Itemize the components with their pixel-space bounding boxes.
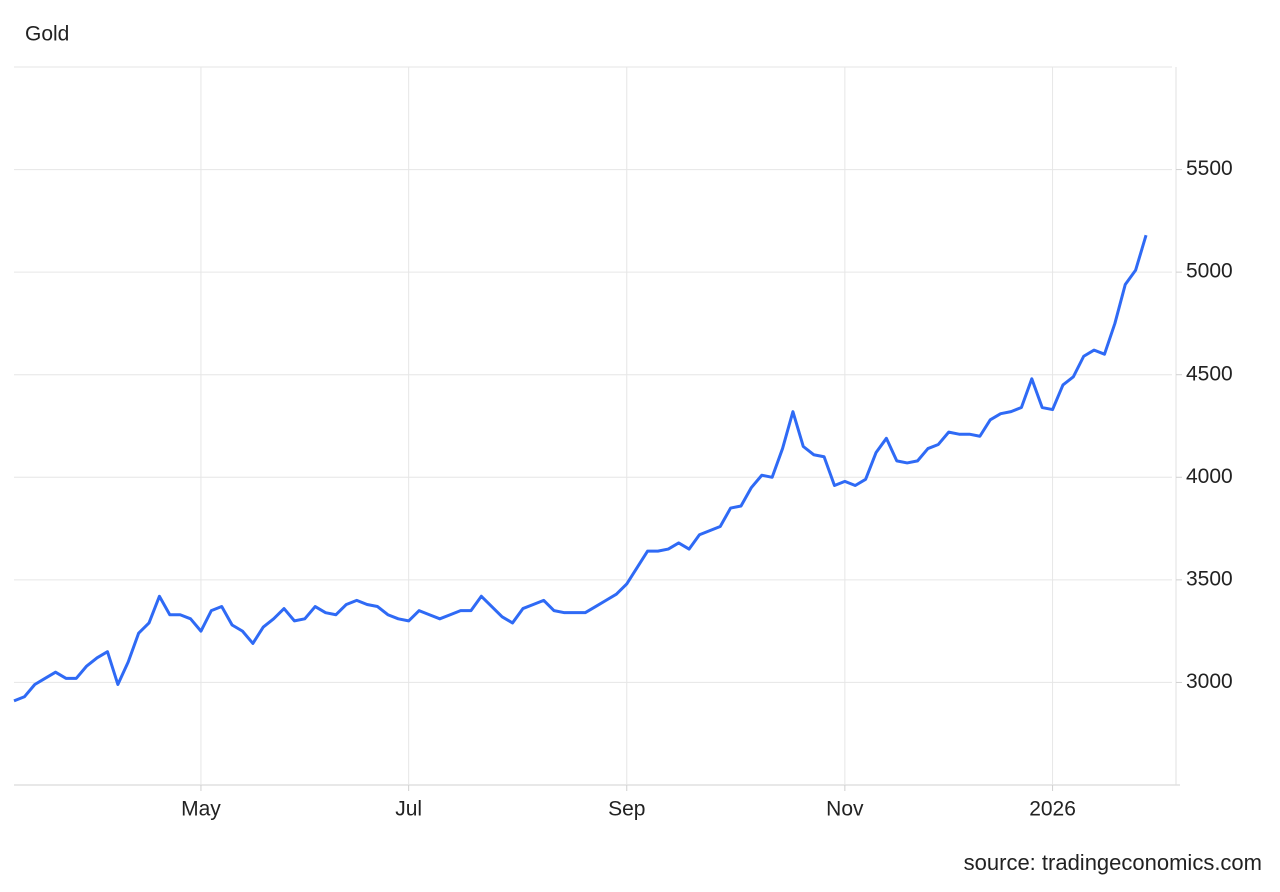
y-tick-label: 4500 — [1186, 362, 1233, 385]
x-tick-label: 2026 — [1029, 798, 1076, 821]
y-tick-label: 3000 — [1186, 670, 1233, 693]
x-tick-label: May — [181, 798, 221, 821]
x-tick-label: Nov — [826, 798, 864, 821]
y-tick-label: 5500 — [1186, 157, 1233, 180]
y-tick-label: 4000 — [1186, 465, 1233, 488]
x-tick-label: Jul — [395, 798, 422, 821]
y-tick-label: 3500 — [1186, 567, 1233, 590]
y-tick-label: 5000 — [1186, 260, 1233, 283]
chart-title: Gold — [25, 23, 69, 46]
source: source: tradingeconomics.com — [964, 850, 1262, 875]
price-line — [13, 234, 1148, 703]
x-tick-label: Sep — [608, 798, 645, 821]
